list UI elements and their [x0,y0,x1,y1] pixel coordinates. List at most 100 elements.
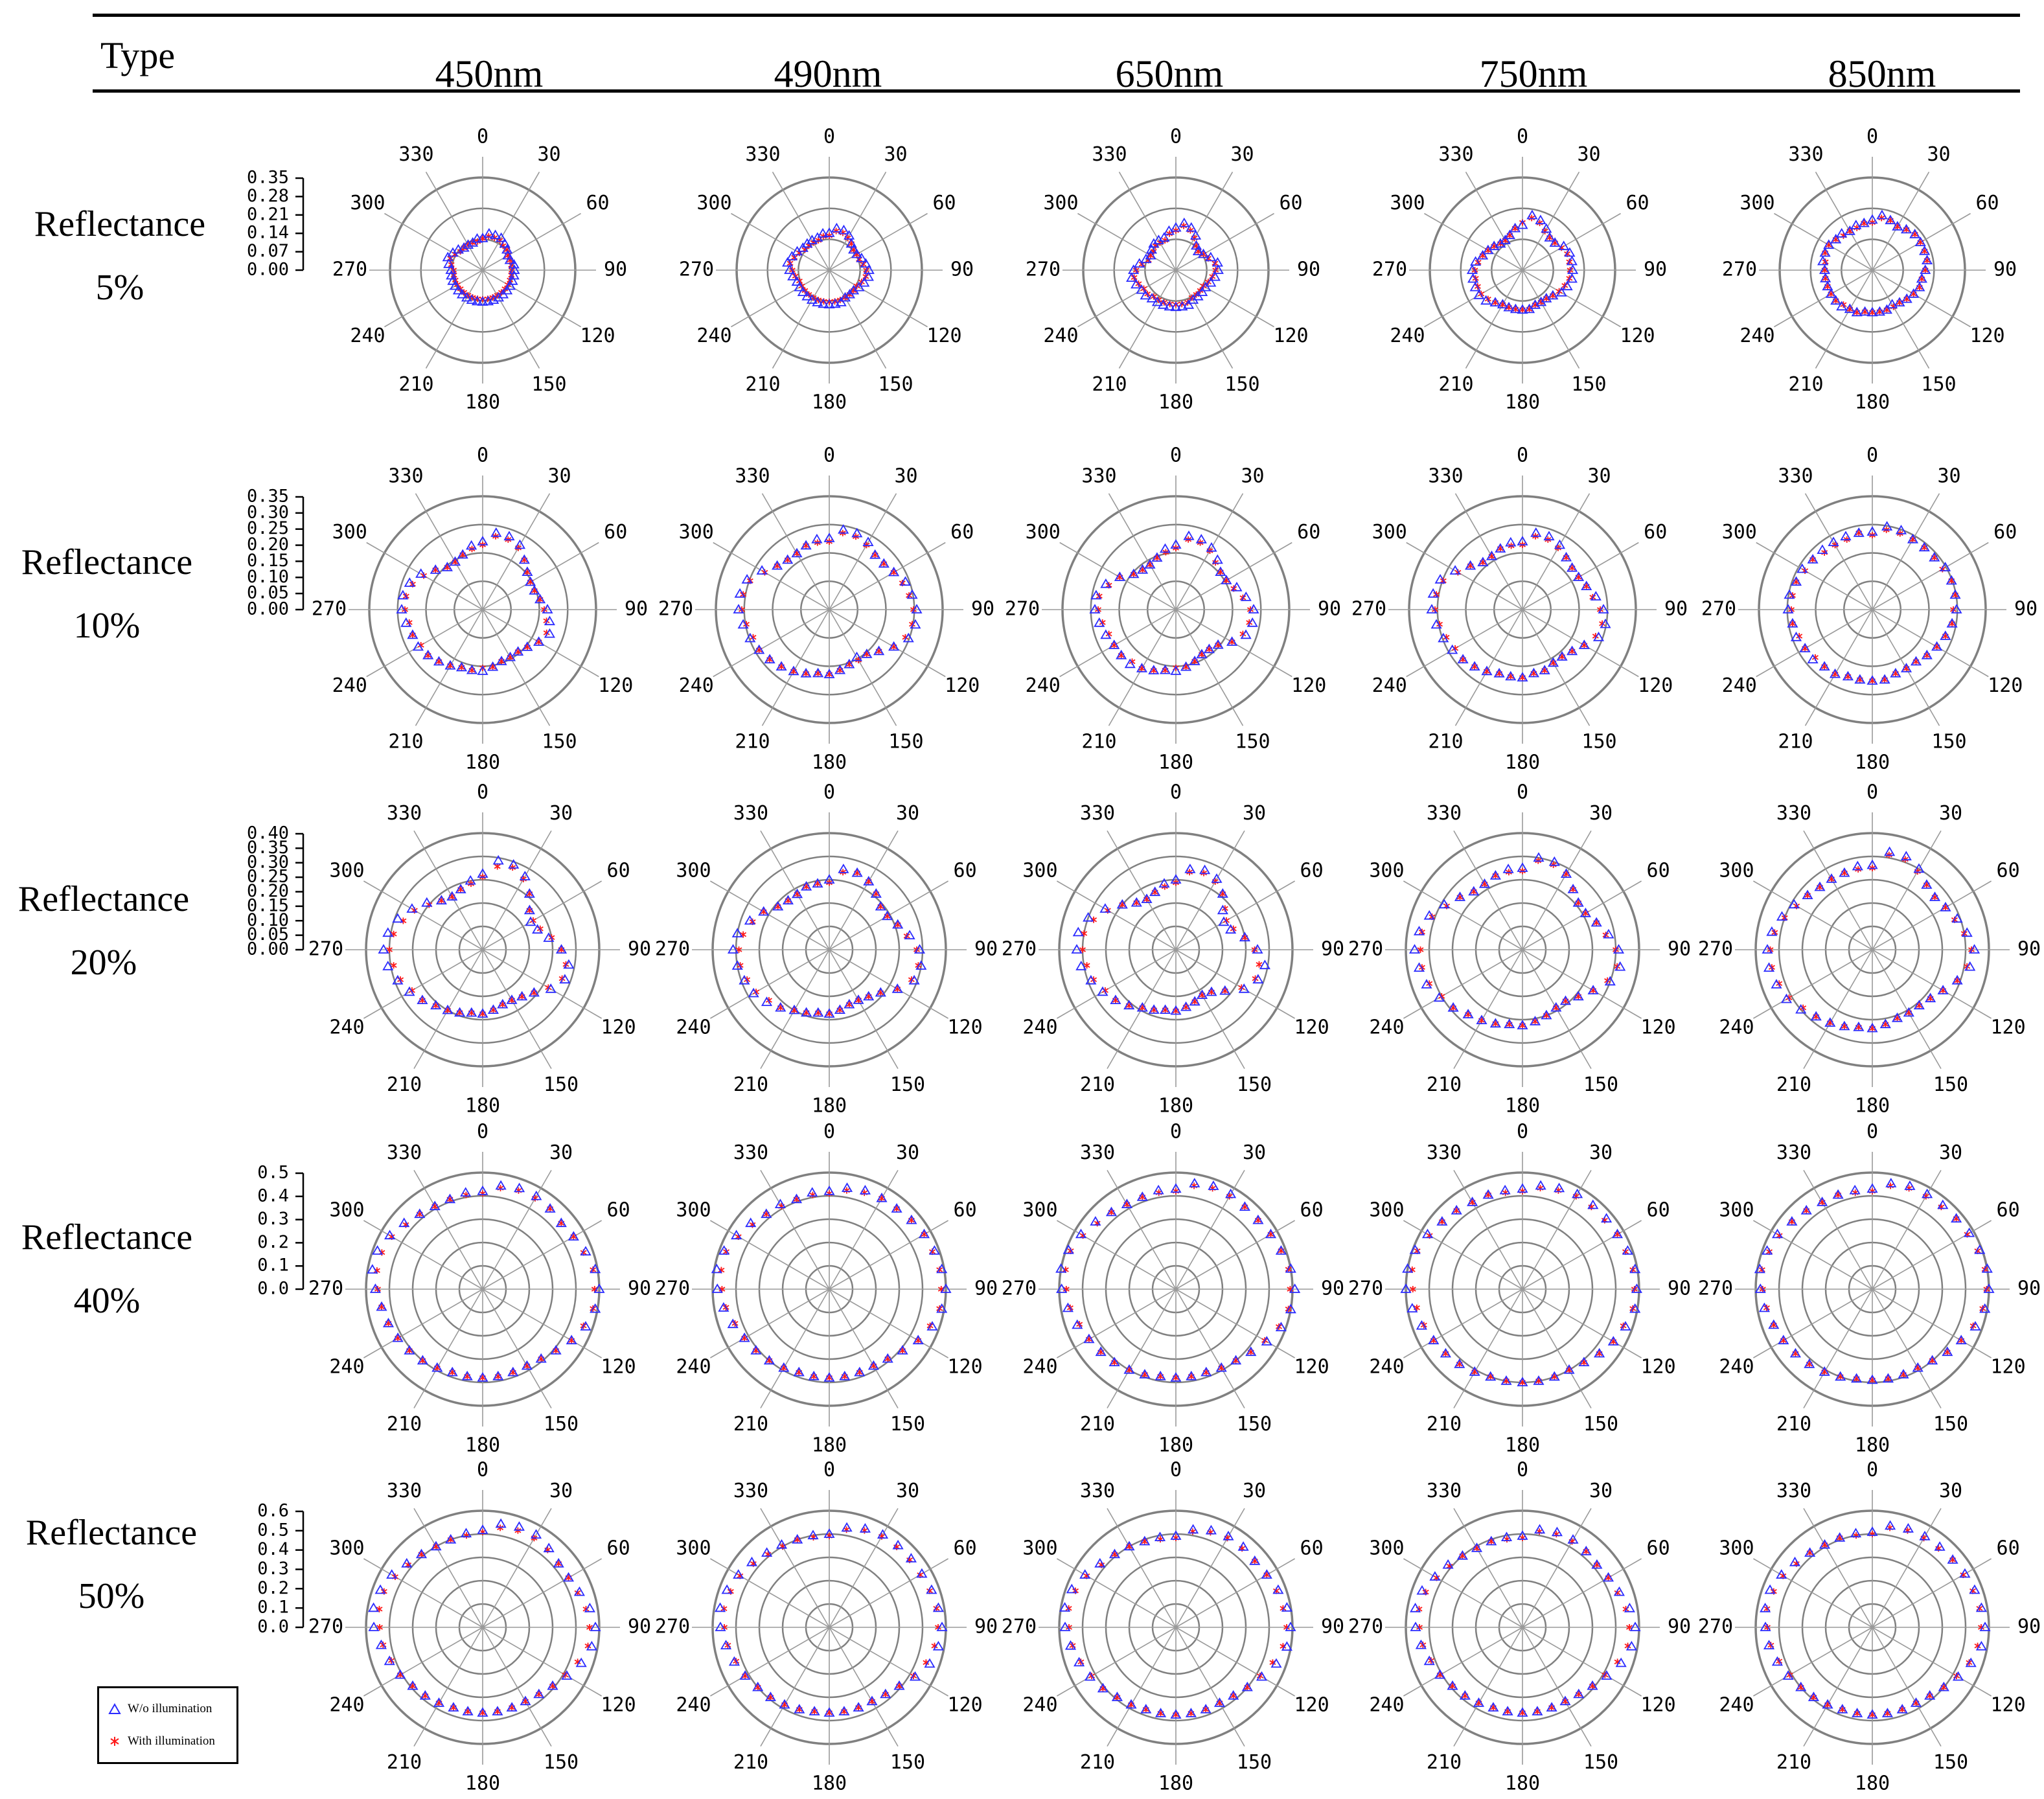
angle-spoke [366,609,483,678]
angle-tick-label: 0 [1866,781,1878,804]
without-illumination-point [853,994,864,1004]
without-illumination-point [823,874,835,884]
without-illumination-point [1158,878,1170,888]
angle-tick-label: 300 [1043,192,1078,214]
without-illumination-point [544,628,555,638]
without-illumination-point [1438,899,1450,909]
angle-tick-label: 270 [655,1616,690,1638]
angle-tick-label: 90 [974,938,998,961]
angle-spoke [384,212,483,271]
angle-spoke [1175,269,1274,328]
angle-tick-label: 180 [812,1772,847,1795]
angle-tick-label: 210 [733,1413,768,1436]
angle-tick-label: 30 [1230,143,1254,166]
radial-tick-label: 0.25 [247,867,289,887]
without-illumination-point [1810,1011,1822,1021]
without-illumination-point [1131,897,1142,907]
angle-tick-label: 150 [1583,1073,1618,1096]
without-illumination-point [1410,1603,1421,1612]
without-illumination-point [1137,564,1149,574]
asterisk-marker-icon [110,1737,119,1746]
radial-axis-r4: 0.0 0.1 0.2 0.3 0.4 0.5 [257,1163,304,1299]
without-illumination-point [1607,1336,1619,1346]
angle-tick-label: 90 [1668,938,1691,961]
without-illumination-point [1929,551,1940,562]
without-illumination-point [445,264,457,274]
without-illumination-point [1489,870,1501,880]
without-illumination-point [1787,617,1798,628]
without-illumination-point [1554,539,1566,549]
angle-spoke [1522,831,1592,950]
without-illumination-point [504,254,516,264]
angle-tick-label: 300 [1740,192,1774,214]
without-illumination-point [442,251,454,262]
angle-tick-label: 270 [1002,1278,1037,1300]
without-illumination-point [1123,1000,1135,1010]
without-illumination-point [844,230,855,240]
without-illumination-point [838,524,849,534]
angle-spoke [1406,609,1523,678]
without-illumination-point [1144,558,1156,569]
angle-tick-label: 120 [1990,1356,2025,1379]
without-illumination-point [497,998,509,1009]
without-illumination-point [1493,667,1505,678]
angle-tick-label: 210 [1427,1751,1462,1774]
without-illumination-point [1440,1347,1451,1358]
angle-spoke [482,949,602,1019]
without-illumination-point [1543,531,1555,541]
angle-tick-label: 210 [733,1751,768,1774]
without-illumination-point [1409,1244,1421,1254]
without-illumination-point [1567,884,1579,893]
angle-tick-label: 240 [329,1694,364,1717]
without-illumination-point [812,667,824,678]
angle-tick-label: 120 [601,1016,636,1039]
without-illumination-point [823,1186,835,1195]
angle-spoke [1522,172,1580,271]
without-illumination-point [1539,665,1550,674]
without-illumination-point [731,1230,742,1240]
angle-tick-label: 210 [1427,1073,1462,1096]
without-illumination-point [529,585,540,595]
without-illumination-point [1186,1370,1197,1381]
angle-spoke [1424,269,1523,328]
without-illumination-point [1581,580,1592,590]
without-illumination-point [1170,1183,1182,1193]
without-illumination-point [1566,255,1578,266]
without-illumination-point [454,1007,466,1017]
without-illumination-point [516,991,528,1001]
without-illumination-point [899,576,912,586]
angle-tick-label: 330 [1776,1141,1811,1164]
without-illumination-point [1136,1191,1148,1201]
without-illumination-point [860,258,871,268]
without-illumination-point [1447,644,1458,654]
without-illumination-point [1110,994,1121,1004]
angle-tick-label: 240 [1390,325,1425,347]
without-illumination-point [1620,1321,1631,1331]
angle-tick-label: 240 [350,325,385,347]
without-illumination-point [1170,222,1182,232]
angle-tick-label: 270 [1002,1616,1037,1638]
without-illumination-point [788,665,799,676]
without-illumination-point [1529,1016,1541,1026]
angle-tick-label: 30 [884,143,907,166]
radial-tick-label: 0.5 [257,1520,289,1540]
without-illumination-point [906,1214,917,1224]
without-illumination-point [1876,209,1888,220]
without-illumination-point [1485,1371,1497,1381]
without-illumination-point [1900,851,1912,861]
without-illumination-point [384,1655,395,1666]
without-illumination-point [1830,295,1842,305]
angle-tick-label: 90 [1321,1278,1344,1300]
without-illumination-point [1817,544,1828,554]
without-illumination-point [1477,556,1489,567]
angle-tick-label: 60 [1647,1537,1670,1560]
without-illumination-point [1573,571,1585,581]
angle-tick-label: 30 [537,143,560,166]
angle-spoke [1872,269,1930,369]
without-illumination-point [1099,903,1111,913]
angle-tick-label: 210 [735,731,770,753]
without-illumination-point [488,294,500,304]
angle-tick-label: 60 [607,860,630,882]
angle-spoke [1175,1220,1295,1290]
angle-tick-label: 0 [1517,781,1528,804]
